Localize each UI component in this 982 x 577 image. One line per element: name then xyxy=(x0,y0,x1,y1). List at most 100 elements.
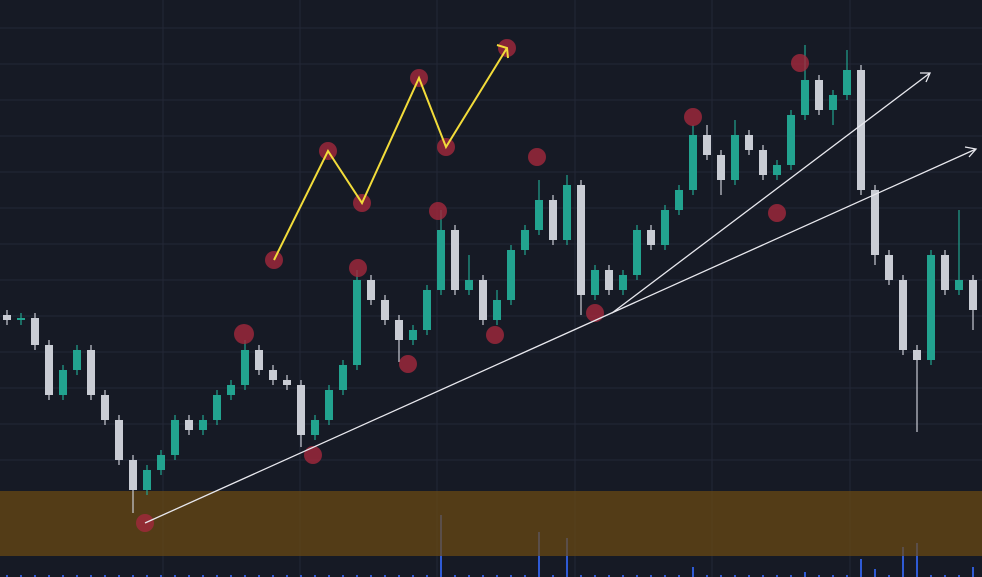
candle-body xyxy=(899,280,907,350)
volume-bar xyxy=(958,575,960,577)
candle-body xyxy=(535,200,543,230)
volume-bar xyxy=(188,575,190,577)
candle-layer xyxy=(3,45,977,513)
volume-bar xyxy=(748,575,750,577)
volume-bar xyxy=(468,575,470,577)
volume-bar xyxy=(76,575,78,577)
volume-bar xyxy=(6,575,8,577)
candle-body xyxy=(507,250,515,300)
volume-bar xyxy=(132,575,134,577)
candle-body xyxy=(283,380,291,385)
candle-body xyxy=(311,420,319,435)
volume-bar xyxy=(370,575,372,577)
annotations xyxy=(136,39,809,532)
candle-body xyxy=(381,300,389,320)
volume-bar xyxy=(314,575,316,577)
candle-body xyxy=(787,115,795,165)
candle-body xyxy=(423,290,431,330)
volume-bar xyxy=(888,575,890,577)
volume-bar xyxy=(720,575,722,577)
candle-body xyxy=(115,420,123,460)
candle-body xyxy=(871,190,879,255)
volume-bar xyxy=(48,575,50,577)
marker xyxy=(684,108,702,126)
candle-body xyxy=(969,280,977,310)
candle-body xyxy=(409,330,417,340)
volume-bar xyxy=(244,575,246,577)
volume-bar xyxy=(146,575,148,577)
marker xyxy=(791,54,809,72)
candle-body xyxy=(73,350,81,370)
arrow-head xyxy=(496,44,509,59)
volume-bar xyxy=(580,575,582,577)
candle-body xyxy=(759,150,767,175)
volume-bar xyxy=(776,575,778,577)
volume-bar xyxy=(860,559,862,577)
marker xyxy=(586,304,604,322)
volume-bar xyxy=(650,575,652,577)
candle-body xyxy=(927,255,935,360)
candle-body xyxy=(157,455,165,470)
marker xyxy=(304,446,322,464)
volume-bar xyxy=(902,547,904,577)
volume-bar xyxy=(524,575,526,577)
candle-body xyxy=(227,385,235,395)
volume-bar xyxy=(398,575,400,577)
volume-bar xyxy=(594,575,596,577)
volume-bar xyxy=(734,575,736,577)
trend-lines xyxy=(144,44,978,524)
candle-body xyxy=(955,280,963,290)
volume-bar xyxy=(762,575,764,577)
volume-bar xyxy=(328,575,330,577)
volume-bar xyxy=(454,575,456,577)
candle-body xyxy=(255,350,263,370)
zigzag-path xyxy=(273,47,508,261)
support-zone xyxy=(0,491,982,556)
candle-body xyxy=(857,70,865,190)
volume-bar xyxy=(384,575,386,577)
candle-body xyxy=(521,230,529,250)
volume-bar xyxy=(832,575,834,577)
arrow-head xyxy=(964,146,978,158)
candle-body xyxy=(143,470,151,490)
volume-bar xyxy=(482,575,484,577)
volume-bar xyxy=(160,575,162,577)
candle-body xyxy=(801,80,809,115)
candle-body xyxy=(479,280,487,320)
volume-bar xyxy=(230,575,232,577)
volume-bar xyxy=(692,567,694,577)
volume-bar xyxy=(412,575,414,577)
candle-body xyxy=(675,190,683,210)
candle-body xyxy=(199,420,207,430)
candle-body xyxy=(3,315,11,320)
volume-bar xyxy=(846,575,848,577)
candle-body xyxy=(689,135,697,190)
marker xyxy=(399,355,417,373)
volume-bar xyxy=(930,575,932,577)
candle-body xyxy=(577,185,585,295)
volume-bar xyxy=(118,575,120,577)
volume-bar xyxy=(636,575,638,577)
volume-bar xyxy=(272,575,274,577)
candle-body xyxy=(101,395,109,420)
volume-bar xyxy=(356,575,358,577)
candle-body xyxy=(563,185,571,240)
marker xyxy=(349,259,367,277)
candle-body xyxy=(493,300,501,320)
candle-body xyxy=(633,230,641,275)
candle-body xyxy=(437,230,445,290)
volume-bar xyxy=(790,575,792,577)
marker xyxy=(429,202,447,220)
candle-body xyxy=(773,165,781,175)
candle-body xyxy=(745,135,753,150)
candle-body xyxy=(885,255,893,280)
volume-bar xyxy=(286,575,288,577)
volume-bar xyxy=(678,575,680,577)
volume-bar xyxy=(566,538,568,577)
candle-body xyxy=(87,350,95,395)
volume-bar xyxy=(818,575,820,577)
candle-body xyxy=(647,230,655,245)
volume-bar xyxy=(174,575,176,577)
volume-bar xyxy=(622,575,624,577)
